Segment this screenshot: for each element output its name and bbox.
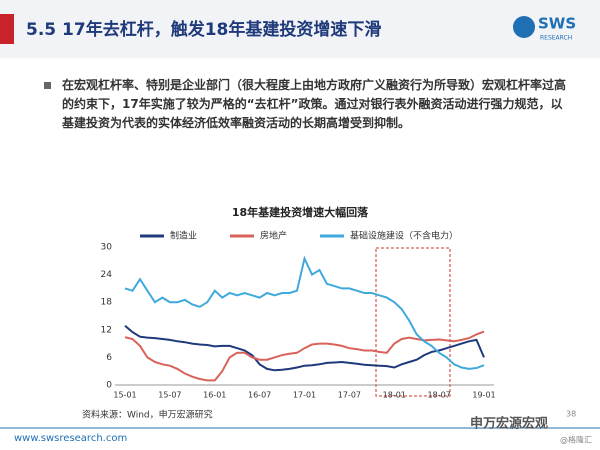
y-tick-label: 18 [101,298,113,308]
legend-label: 基础设施建设（不含电力） [350,230,458,242]
page-number: 38 [566,410,576,419]
footer-url: www.swsresearch.com [14,433,127,444]
logo-icon [513,16,535,38]
series-line [124,255,485,370]
chart-title: 18年基建投资增速大幅回落 [232,205,369,219]
x-tick-label: 19-01 [472,391,495,400]
x-tick-label: 18-07 [428,391,451,400]
y-tick-label: 12 [101,325,112,335]
header-title: 5.5 17年去杠杆，触发18年基建投资增速下滑 [26,19,381,40]
series-line [124,330,485,382]
y-tick-label: 30 [101,243,113,253]
header-accent [0,14,14,44]
x-tick-label: 15-01 [113,391,136,400]
logo-sub: RESEARCH [540,35,572,42]
header-bar [0,0,600,58]
legend-label: 制造业 [170,230,197,242]
bullet-text: 在宏观杠杆率、特别是企业部门（很大程度上由地方政府广义融资行为所导致）宏观杠杆率… [62,78,567,130]
source: 资料来源：Wind，申万宏源研究 [82,409,213,421]
y-tick-label: 0 [106,381,112,391]
highlight-box [375,247,451,397]
bullet-marker [44,82,51,89]
x-tick-label: 17-01 [293,391,316,400]
credit: @格隆汇 [560,435,592,445]
y-tick-label: 6 [106,353,112,363]
x-tick-label: 16-07 [248,391,271,400]
x-tick-label: 16-01 [203,391,226,400]
legend-label: 房地产 [260,230,287,242]
x-tick-label: 18-01 [383,391,406,400]
y-tick-label: 24 [101,270,113,280]
logo: SWS [538,15,576,33]
watermark: 申万宏源宏观 [470,416,548,432]
series-line [124,324,485,372]
x-tick-label: 17-07 [338,391,361,400]
x-tick-label: 15-07 [158,391,181,400]
